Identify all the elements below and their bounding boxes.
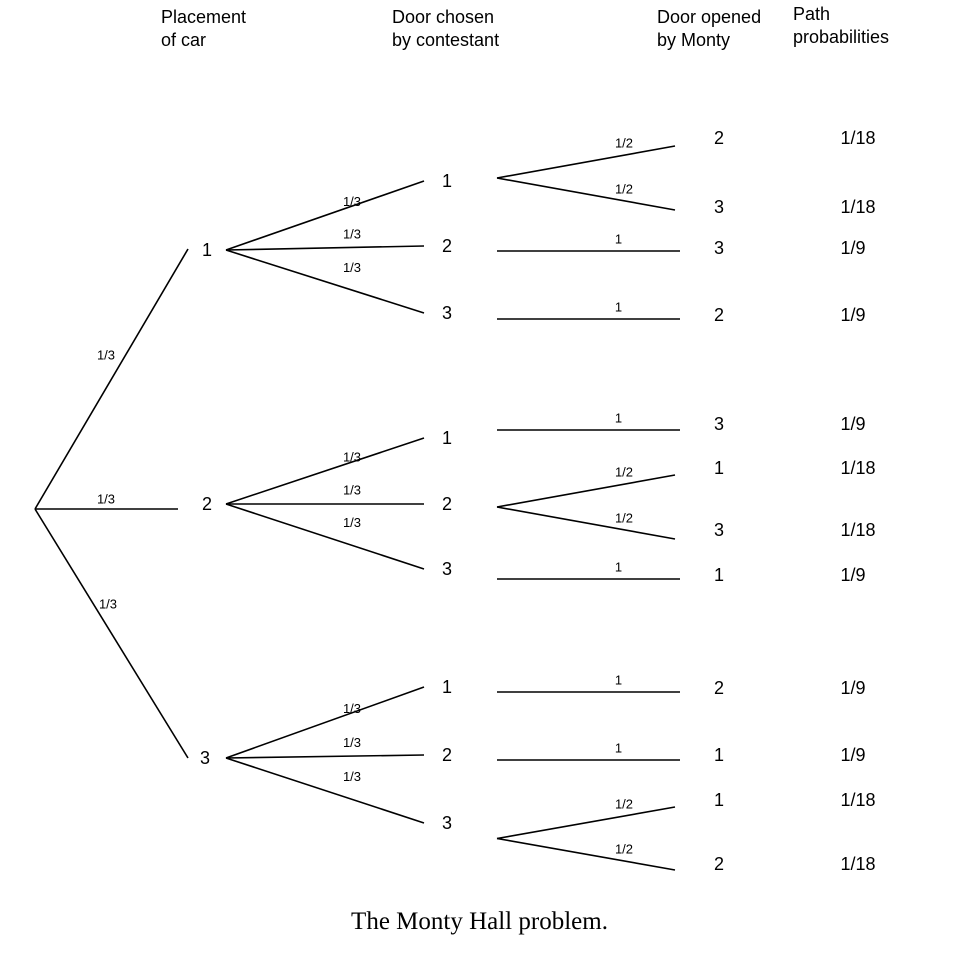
choice-edge [225,437,425,505]
path-probability: 1/18 [840,197,875,217]
header-line: Path [793,4,831,24]
choice-edge-label: 1/3 [343,260,361,275]
choice-edge-label: 1/3 [343,735,361,750]
monty-edge-label: 1/2 [615,182,633,197]
monty-edge-label: 1/2 [615,511,633,526]
figure-caption: The Monty Hall problem. [351,908,608,935]
choice-edge-label: 1/3 [343,483,361,498]
path-probability: 1/18 [840,520,875,540]
header-placement-of-car: Placement of car [161,6,246,52]
choice-node: 1 [442,428,452,448]
monty-edge [496,837,676,871]
header-line: Door opened [657,7,762,27]
root-edge [34,508,189,759]
header-path-probabilities: Path probabilities [793,3,889,49]
root-edge-label: 1/3 [97,492,115,507]
root-edge-label: 1/3 [99,597,117,612]
monty-edge-label: 1/2 [615,136,633,151]
choice-edge-label: 1/3 [343,701,361,716]
choice-edge [225,245,425,251]
header-line: of car [161,30,207,50]
choice-edge-label: 1/3 [343,227,361,242]
choice-node: 2 [442,745,452,765]
path-probability: 1/18 [840,854,875,874]
choice-edge [225,180,425,251]
monty-edge-label: 1 [615,673,622,688]
car-node: 2 [202,494,212,514]
path-probability: 1/9 [840,678,865,698]
monty-edge-label: 1 [615,560,622,575]
monty-edge-label: 1/2 [615,465,633,480]
monty-node: 2 [714,305,724,325]
choice-node: 2 [442,494,452,514]
monty-node: 3 [714,238,724,258]
choice-node: 3 [442,813,452,833]
monty-node: 3 [714,520,724,540]
monty-node: 1 [714,790,724,810]
monty-node: 2 [714,128,724,148]
header-line: Door chosen [392,7,495,27]
monty-edge-label: 1/2 [615,797,633,812]
path-probability: 1/18 [840,128,875,148]
header-line: Placement [161,7,247,27]
monty-edge [496,177,676,211]
root-edge-label: 1/3 [97,348,115,363]
monty-node: 1 [714,458,724,478]
choice-edge-label: 1/3 [343,194,361,209]
path-probability: 1/9 [840,565,865,585]
monty-node: 1 [714,745,724,765]
choice-edge [225,249,425,314]
monty-edge-label: 1 [615,300,622,315]
header-door-chosen: Door chosen by contestant [392,6,499,52]
monty-edge [496,806,676,840]
monty-edge [496,145,676,179]
header-line: by Monty [657,30,731,50]
path-probability: 1/9 [840,745,865,765]
path-probability: 1/18 [840,458,875,478]
monty-edge [496,474,676,508]
monty-edge-label: 1 [615,232,622,247]
header-line: by contestant [392,30,500,50]
monty-edge [496,506,676,540]
choice-node: 3 [442,559,452,579]
probability-tree: 1/3 1 1/3 1 1/2 2 1/18 1/2 3 1/18 1/3 2 1 3 1/9 1/3 3 1 2 1… [34,128,876,874]
path-probability: 1/9 [840,238,865,258]
monty-node: 2 [714,854,724,874]
choice-node: 2 [442,236,452,256]
header-door-opened: Door opened by Monty [657,6,761,52]
path-probability: 1/9 [840,414,865,434]
monty-node: 1 [714,565,724,585]
choice-edge-label: 1/3 [343,769,361,784]
choice-edge [225,754,425,759]
choice-edge [225,757,425,824]
choice-node: 1 [442,677,452,697]
choice-node: 1 [442,171,452,191]
monty-edge-label: 1/2 [615,842,633,857]
path-probability: 1/18 [840,790,875,810]
monty-node: 3 [714,414,724,434]
monty-node: 3 [714,197,724,217]
path-probability: 1/9 [840,305,865,325]
car-node: 1 [202,240,212,260]
monty-node: 2 [714,678,724,698]
choice-edge-label: 1/3 [343,450,361,465]
monty-edge-label: 1 [615,411,622,426]
header-line: probabilities [793,27,890,47]
car-node: 3 [200,748,210,768]
root-edge [34,248,189,510]
choice-edge [225,503,425,570]
choice-edge [225,686,425,759]
monty-edge-label: 1 [615,741,622,756]
choice-edge-label: 1/3 [343,515,361,530]
choice-node: 3 [442,303,452,323]
